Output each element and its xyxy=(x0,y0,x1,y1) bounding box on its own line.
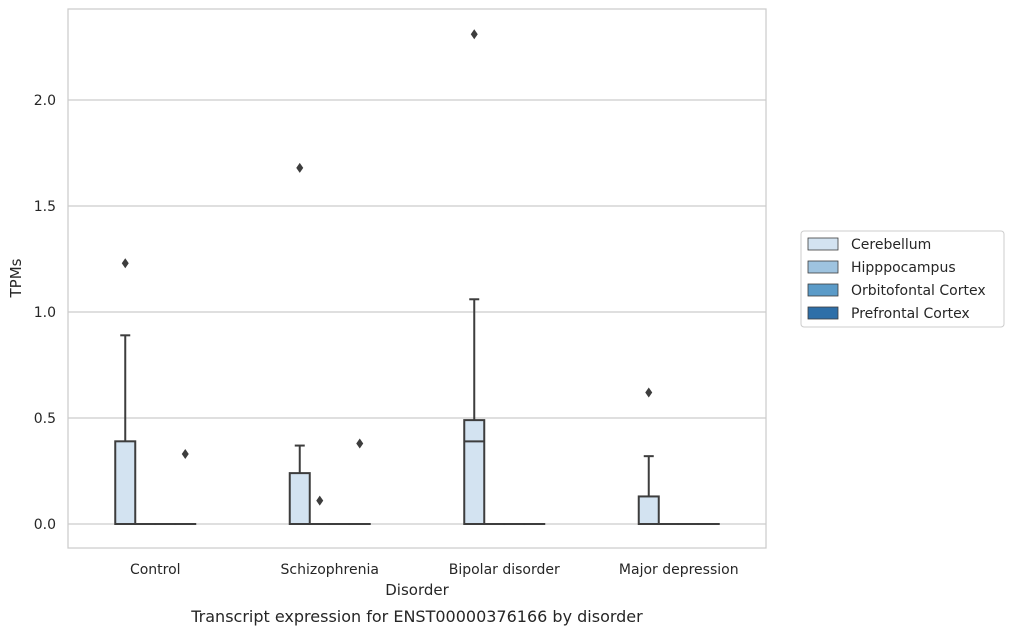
outlier-point xyxy=(181,449,189,460)
figure-caption: Transcript expression for ENST0000037616… xyxy=(190,607,643,626)
x-tick-label: Schizophrenia xyxy=(281,562,379,578)
y-tick-label: 0.5 xyxy=(34,411,56,427)
box-body xyxy=(463,419,486,525)
legend-label: Hipppocampus xyxy=(851,260,956,276)
x-axis-title: Disorder xyxy=(385,581,449,599)
box-body xyxy=(637,495,660,526)
plot-frame xyxy=(67,8,767,549)
outlier-point xyxy=(296,162,304,173)
legend-swatch xyxy=(807,260,839,274)
legend: Cerebellum Hipppocampus Orbitofontal Corte… xyxy=(800,230,1005,328)
outlier-point xyxy=(316,495,324,506)
y-tick-label: 2.0 xyxy=(34,93,56,109)
legend-label: Orbitofontal Cortex xyxy=(851,283,986,299)
x-tick-label: Bipolar disorder xyxy=(449,562,560,578)
legend-swatch xyxy=(807,283,839,297)
legend-swatch xyxy=(807,306,839,320)
box-cerebellum xyxy=(463,29,486,525)
x-tick-label: Control xyxy=(130,562,181,578)
legend-swatch xyxy=(807,237,839,251)
x-tick-label: Major depression xyxy=(619,562,739,578)
box-prefrontal-cortex xyxy=(348,438,371,526)
y-tick-labels: 0.0 0.5 1.0 1.5 2.0 xyxy=(34,93,56,533)
box-cerebellum xyxy=(637,387,660,526)
box-prefrontal-cortex xyxy=(174,449,197,526)
outlier-point xyxy=(470,29,478,40)
box-body xyxy=(288,472,311,525)
box-cerebellum xyxy=(288,162,311,525)
legend-label: Prefrontal Cortex xyxy=(851,306,970,322)
box-body xyxy=(114,440,137,526)
box-hipppocampus xyxy=(308,495,331,526)
y-tick-label: 0.0 xyxy=(34,517,56,533)
outlier-point xyxy=(645,387,653,398)
outlier-point xyxy=(121,258,129,269)
outlier-point xyxy=(356,438,364,449)
box-cerebellum xyxy=(114,258,137,526)
y-tick-label: 1.0 xyxy=(34,305,56,321)
box-layer xyxy=(114,29,720,526)
grid-lines xyxy=(68,99,766,525)
x-tick-labels: Control Schizophrenia Bipolar disorder Majo… xyxy=(130,562,739,578)
y-tick-label: 1.5 xyxy=(34,199,56,215)
y-axis-title: TPMs xyxy=(7,258,25,298)
legend-frame xyxy=(800,230,1005,328)
legend-label: Cerebellum xyxy=(851,237,931,253)
